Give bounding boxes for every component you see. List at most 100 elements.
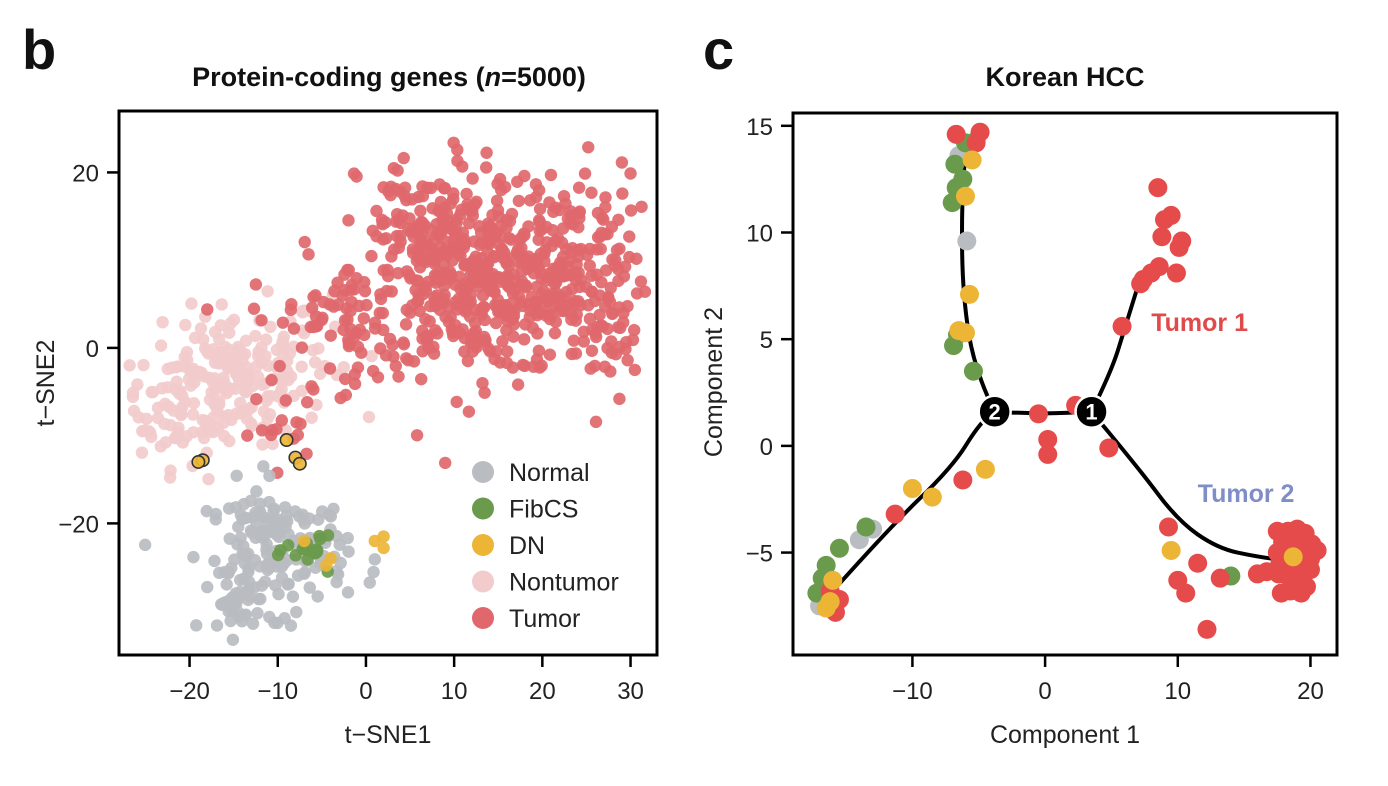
tsne-point-nontumor (308, 356, 322, 369)
trajectory-plot-frame (791, 111, 1339, 657)
tsne-point-nontumor (337, 360, 350, 374)
tsne-point-tumor (626, 333, 640, 347)
tsne-point-tumor (500, 345, 514, 358)
tsne-point-normal (210, 619, 224, 632)
tsne-point-tumor (410, 429, 424, 442)
tsne-point-normal (209, 507, 223, 521)
tsne-point-tumor (540, 236, 554, 249)
tsne-point-tumor (464, 336, 478, 350)
tsne-point-nontumor (240, 385, 254, 398)
tsne-point-tumor (358, 284, 372, 298)
tsne-point-tumor (532, 214, 546, 227)
trajectory-point-tumor (1169, 237, 1189, 257)
tsne-point-tumor (456, 160, 469, 173)
trajectory-x-tick-label: 0 (1038, 678, 1051, 705)
trajectory-y-tick-label: 10 (746, 220, 773, 247)
tsne-point-normal (323, 508, 336, 522)
tsne-x-tick-label: −20 (169, 678, 210, 705)
tsne-point-normal (248, 581, 261, 594)
trajectory-point-tumor (1296, 577, 1316, 597)
tsne-point-tumor (577, 335, 591, 348)
tsne-point-tumor (500, 356, 514, 370)
trajectory-point-fibcs (829, 538, 849, 558)
trajectory-point-tumor (1148, 178, 1168, 198)
trajectory-point-tumor (1112, 316, 1132, 336)
tsne-point-tumor (298, 235, 311, 249)
trajectory-point-dn (962, 150, 982, 170)
tsne-point-nontumor (151, 411, 165, 425)
tsne-point-nontumor (263, 408, 277, 421)
tsne-y-tick-label: 20 (72, 160, 99, 187)
trajectory-point-fibcs (856, 517, 876, 537)
tsne-point-nontumor (208, 372, 221, 385)
tsne-point-normal (237, 572, 250, 585)
tsne-point-nontumor (249, 329, 262, 343)
tsne-point-tumor (430, 228, 444, 242)
tsne-point-tumor (241, 429, 254, 442)
trajectory-point-tumor (1152, 227, 1172, 247)
tsne-point-nontumor (365, 349, 378, 363)
tsne-point-nontumor (207, 410, 220, 424)
tsne-point-nontumor (173, 387, 186, 401)
tsne-point-tumor (429, 300, 442, 313)
tsne-point-nontumor (261, 285, 274, 298)
tsne-point-tumor (265, 373, 278, 387)
tsne-point-fibcs (281, 539, 295, 552)
tsne-point-tumor (545, 287, 559, 301)
tsne-point-tumor (317, 295, 330, 309)
tsne-point-tumor (531, 327, 544, 340)
tsne-point-tumor (389, 359, 402, 373)
tsne-point-tumor (377, 264, 390, 277)
tsne-point-tumor (414, 204, 427, 218)
tsne-point-tumor (557, 189, 571, 203)
tsne-point-tumor (615, 156, 629, 169)
tsne-point-tumor (400, 265, 414, 278)
tsne-point-tumor (350, 272, 363, 285)
legend-label-dn: DN (509, 532, 545, 560)
trajectory-point-fibcs (944, 336, 964, 356)
tsne-point-tumor (385, 250, 398, 263)
tsne-point-tumor (624, 204, 638, 217)
tsne-point-normal (312, 513, 325, 526)
tsne-point-normal (261, 514, 274, 527)
tsne-point-tumor (480, 146, 493, 159)
tsne-point-tumor (551, 232, 565, 245)
tsne-point-tumor (460, 187, 473, 201)
tsne-point-tumor (427, 347, 441, 360)
tsne-point-tumor (523, 298, 536, 311)
trajectory-point-tumor (1210, 568, 1230, 588)
tsne-point-tumor (487, 284, 501, 298)
tsne-point-tumor (305, 301, 319, 314)
tsne-point-tumor (627, 323, 641, 337)
tsne-point-normal (271, 616, 284, 630)
tsne-point-normal (187, 550, 200, 564)
legend-label-nontumor: Nontumor (509, 569, 619, 597)
tsne-point-tumor (458, 283, 472, 296)
trajectory-x-tick-label: 10 (1164, 678, 1191, 705)
tsne-point-nontumor (177, 360, 191, 373)
tsne-point-tumor (279, 394, 292, 407)
trajectory-point-dn (1161, 540, 1181, 560)
tsne-x-tick-label: 10 (441, 678, 468, 705)
tsne-point-tumor (347, 167, 361, 180)
tsne-point-nontumor (172, 421, 185, 434)
tsne-point-normal (246, 511, 259, 524)
tsne-point-tumor (501, 279, 515, 293)
tsne-point-normal (224, 614, 237, 628)
tsne-point-nontumor (180, 429, 194, 443)
tsne-point-normal (220, 578, 233, 591)
tsne-point-tumor (462, 405, 476, 418)
tsne-point-normal (367, 565, 380, 579)
trajectory-point-normal (957, 231, 977, 251)
tsne-point-tumor (376, 233, 390, 246)
tsne-point-tumor (605, 335, 618, 348)
trajectory-branch-3 (1089, 409, 1294, 564)
tsne-point-nontumor (227, 313, 241, 327)
tsne-point-nontumor (276, 370, 290, 384)
tsne-point-nontumor (146, 385, 160, 399)
legend-label-normal: Normal (509, 459, 590, 487)
legend-label-fibcs: FibCS (509, 496, 578, 524)
tsne-point-tumor (374, 342, 387, 355)
tsne-point-tumor (459, 258, 473, 272)
tsne-point-tumor (623, 230, 636, 243)
